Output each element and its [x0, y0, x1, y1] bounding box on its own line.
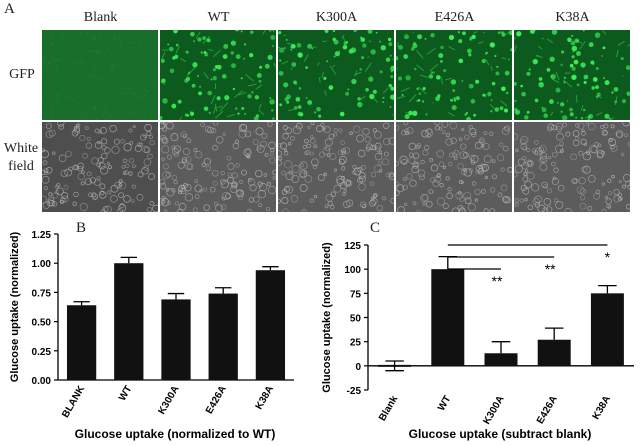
y-tick-label: 125 [344, 241, 361, 252]
x-tick-label: E426A [204, 384, 229, 416]
bar-k38a [255, 270, 286, 380]
chart-c: -25 0 25 50 75 100 125 Blank WT K300A E426A K38A Glu… [321, 241, 634, 441]
y-tick-label: 25 [350, 338, 362, 349]
column-label-k38a: K38A [555, 10, 590, 25]
y-tick-label: 75 [350, 289, 362, 300]
y-tick-label: -25 [347, 386, 362, 397]
micrograph-svg [160, 30, 276, 120]
micrograph-svg [278, 122, 394, 212]
x-tick-label: WT [117, 384, 134, 403]
y-axis-label: Glucose uptake (normalized) [321, 242, 333, 393]
x-tick-label: K300A [482, 394, 507, 426]
chart-b: 0.00 0.25 0.50 0.75 1.00 1.25 BLANK WT K300A E426… [9, 230, 294, 441]
significance-marker: * [605, 249, 611, 265]
white-field-image-k38a [514, 122, 630, 212]
panel-c-letter: C [370, 220, 381, 236]
white-field-image-k300a [278, 122, 394, 212]
x-tick-label: K300A [157, 384, 182, 416]
x-tick-label: Blank [377, 394, 400, 423]
y-tick-label: 1.00 [32, 259, 52, 270]
gfp-image-wt [160, 30, 276, 120]
bar-k38a [590, 293, 624, 366]
x-tick-label: K38A [254, 384, 276, 412]
gfp-image-blank [42, 30, 158, 120]
bar-k300a [161, 299, 191, 380]
x-axis-label: Glucose uptake (subtract blank) [409, 427, 592, 441]
micrograph-svg [42, 30, 158, 120]
column-label-blank: Blank [83, 10, 118, 25]
y-tick-label: 0.75 [32, 288, 52, 299]
x-tick-label: E426A [535, 394, 560, 426]
micrograph-svg [514, 30, 630, 120]
gfp-image-e426a [396, 30, 512, 120]
white-field-image-e426a [396, 122, 512, 212]
column-label-e426a: E426A [434, 10, 475, 25]
x-tick-label: K38A [591, 394, 613, 422]
bar-wt [431, 269, 465, 366]
row-label-white-field: White field [1, 140, 41, 176]
panel-b-letter: B [76, 220, 87, 236]
gfp-image-k300a [278, 30, 394, 120]
significance-marker: ** [492, 273, 503, 289]
column-label-k300a: K300A [315, 10, 358, 25]
bar-e426a [537, 339, 571, 366]
bar-k300a [484, 353, 518, 366]
column-label-wt: WT [207, 10, 230, 25]
row-label-gfp: GFP [2, 66, 42, 84]
x-axis-label: Glucose uptake (normalized to WT) [75, 427, 276, 441]
micrograph-svg [514, 122, 630, 212]
panel-a-letter: A [4, 1, 15, 17]
y-tick-label: 50 [350, 314, 362, 325]
white-field-image-wt [160, 122, 276, 212]
micrograph-svg [278, 30, 394, 120]
micrograph-svg [42, 122, 158, 212]
micrograph-svg [160, 122, 276, 212]
y-tick-label: 100 [344, 265, 361, 276]
y-tick-label: 1.25 [32, 230, 52, 241]
row-label-gfp-text: GFP [9, 67, 35, 82]
micrograph-svg [396, 30, 512, 120]
y-tick-label: 0 [355, 362, 361, 373]
gfp-image-k38a [514, 30, 630, 120]
y-tick-label: 0.50 [32, 318, 52, 329]
y-tick-label: 0.00 [32, 376, 52, 387]
micrograph-svg [396, 122, 512, 212]
bar-e426a [208, 293, 238, 380]
y-tick-label: 0.25 [32, 347, 52, 358]
significance-marker: ** [545, 261, 556, 277]
y-axis-label: Glucose uptake (normalized) [9, 231, 21, 382]
white-field-image-blank [42, 122, 158, 212]
row-label-white-text: White [3, 141, 39, 156]
x-tick-label: BLANK [60, 383, 87, 419]
row-label-field-text: field [8, 159, 34, 174]
x-tick-label: WT [436, 394, 453, 413]
bar-wt [114, 263, 144, 380]
bar-blank [66, 305, 97, 380]
